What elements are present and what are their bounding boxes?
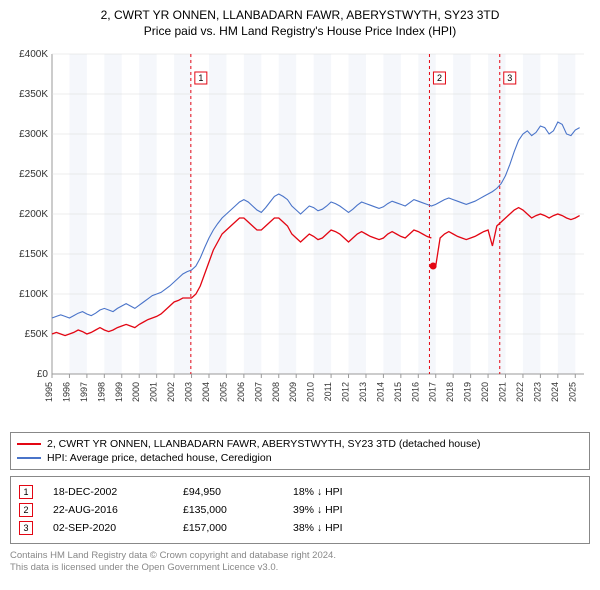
svg-text:2014: 2014 xyxy=(375,382,385,402)
legend-label: HPI: Average price, detached house, Cere… xyxy=(47,452,272,464)
svg-text:3: 3 xyxy=(507,73,512,83)
svg-text:2013: 2013 xyxy=(358,382,368,402)
event-price: £157,000 xyxy=(183,522,273,534)
event-date: 02-SEP-2020 xyxy=(53,522,163,534)
legend-item: HPI: Average price, detached house, Cere… xyxy=(17,451,583,465)
event-marker: 3 xyxy=(19,521,33,535)
svg-text:2020: 2020 xyxy=(480,382,490,402)
svg-text:£0: £0 xyxy=(37,369,49,380)
footer-line2: This data is licensed under the Open Gov… xyxy=(10,562,590,574)
event-row: 3 02-SEP-2020 £157,000 38% ↓ HPI xyxy=(19,519,581,537)
footer-attribution: Contains HM Land Registry data © Crown c… xyxy=(10,550,590,575)
svg-text:£400K: £400K xyxy=(19,49,48,60)
svg-text:£50K: £50K xyxy=(25,329,49,340)
svg-text:2017: 2017 xyxy=(428,382,438,402)
event-diff: 18% ↓ HPI xyxy=(293,486,343,498)
svg-text:1: 1 xyxy=(198,73,203,83)
svg-text:2008: 2008 xyxy=(271,382,281,402)
event-row: 1 18-DEC-2002 £94,950 18% ↓ HPI xyxy=(19,483,581,501)
chart-container: 2, CWRT YR ONNEN, LLANBADARN FAWR, ABERY… xyxy=(0,0,600,583)
legend-item: 2, CWRT YR ONNEN, LLANBADARN FAWR, ABERY… xyxy=(17,437,583,451)
event-price: £94,950 xyxy=(183,486,273,498)
svg-text:2015: 2015 xyxy=(393,382,403,402)
chart: £0 £50K £100K £150K £200K £250K £300K £350K £400… xyxy=(10,44,590,424)
svg-text:1999: 1999 xyxy=(114,382,124,402)
events-table: 1 18-DEC-2002 £94,950 18% ↓ HPI 2 22-AUG-2016… xyxy=(10,476,590,544)
svg-text:2019: 2019 xyxy=(463,382,473,402)
svg-text:2001: 2001 xyxy=(149,382,159,402)
title-line1: 2, CWRT YR ONNEN, LLANBADARN FAWR, ABERY… xyxy=(10,8,590,22)
svg-text:2025: 2025 xyxy=(567,382,577,402)
svg-text:2: 2 xyxy=(437,73,442,83)
svg-text:£200K: £200K xyxy=(19,209,48,220)
legend: 2, CWRT YR ONNEN, LLANBADARN FAWR, ABERY… xyxy=(10,432,590,470)
legend-label: 2, CWRT YR ONNEN, LLANBADARN FAWR, ABERY… xyxy=(47,438,481,450)
event-marker: 1 xyxy=(19,485,33,499)
svg-text:2016: 2016 xyxy=(410,382,420,402)
event-diff: 38% ↓ HPI xyxy=(293,522,343,534)
svg-text:2011: 2011 xyxy=(323,382,333,401)
svg-text:2003: 2003 xyxy=(184,382,194,402)
title-line2: Price paid vs. HM Land Registry's House … xyxy=(10,24,590,38)
event-price: £135,000 xyxy=(183,504,273,516)
svg-text:2018: 2018 xyxy=(445,382,455,402)
svg-text:2005: 2005 xyxy=(218,382,228,402)
event-diff: 39% ↓ HPI xyxy=(293,504,343,516)
svg-text:1995: 1995 xyxy=(44,382,54,402)
event-date: 18-DEC-2002 xyxy=(53,486,163,498)
svg-text:2012: 2012 xyxy=(341,382,351,402)
svg-text:1998: 1998 xyxy=(96,382,106,402)
svg-text:£100K: £100K xyxy=(19,289,48,300)
svg-text:2002: 2002 xyxy=(166,382,176,402)
event-marker: 2 xyxy=(19,503,33,517)
svg-text:2021: 2021 xyxy=(498,382,508,402)
event-date: 22-AUG-2016 xyxy=(53,504,163,516)
svg-text:2022: 2022 xyxy=(515,382,525,402)
svg-text:2024: 2024 xyxy=(550,382,560,402)
footer-line1: Contains HM Land Registry data © Crown c… xyxy=(10,550,590,562)
svg-text:2007: 2007 xyxy=(253,382,263,402)
svg-text:£250K: £250K xyxy=(19,169,48,180)
legend-swatch xyxy=(17,443,41,445)
legend-swatch xyxy=(17,457,41,459)
svg-text:£350K: £350K xyxy=(19,89,48,100)
svg-text:2009: 2009 xyxy=(288,382,298,402)
svg-text:2000: 2000 xyxy=(131,382,141,402)
svg-text:1997: 1997 xyxy=(79,382,89,402)
svg-text:£150K: £150K xyxy=(19,249,48,260)
svg-text:2023: 2023 xyxy=(532,382,542,402)
event-row: 2 22-AUG-2016 £135,000 39% ↓ HPI xyxy=(19,501,581,519)
svg-text:£300K: £300K xyxy=(19,129,48,140)
svg-text:1996: 1996 xyxy=(61,382,71,402)
svg-text:2004: 2004 xyxy=(201,382,211,402)
svg-text:2006: 2006 xyxy=(236,382,246,402)
svg-text:2010: 2010 xyxy=(306,382,316,402)
